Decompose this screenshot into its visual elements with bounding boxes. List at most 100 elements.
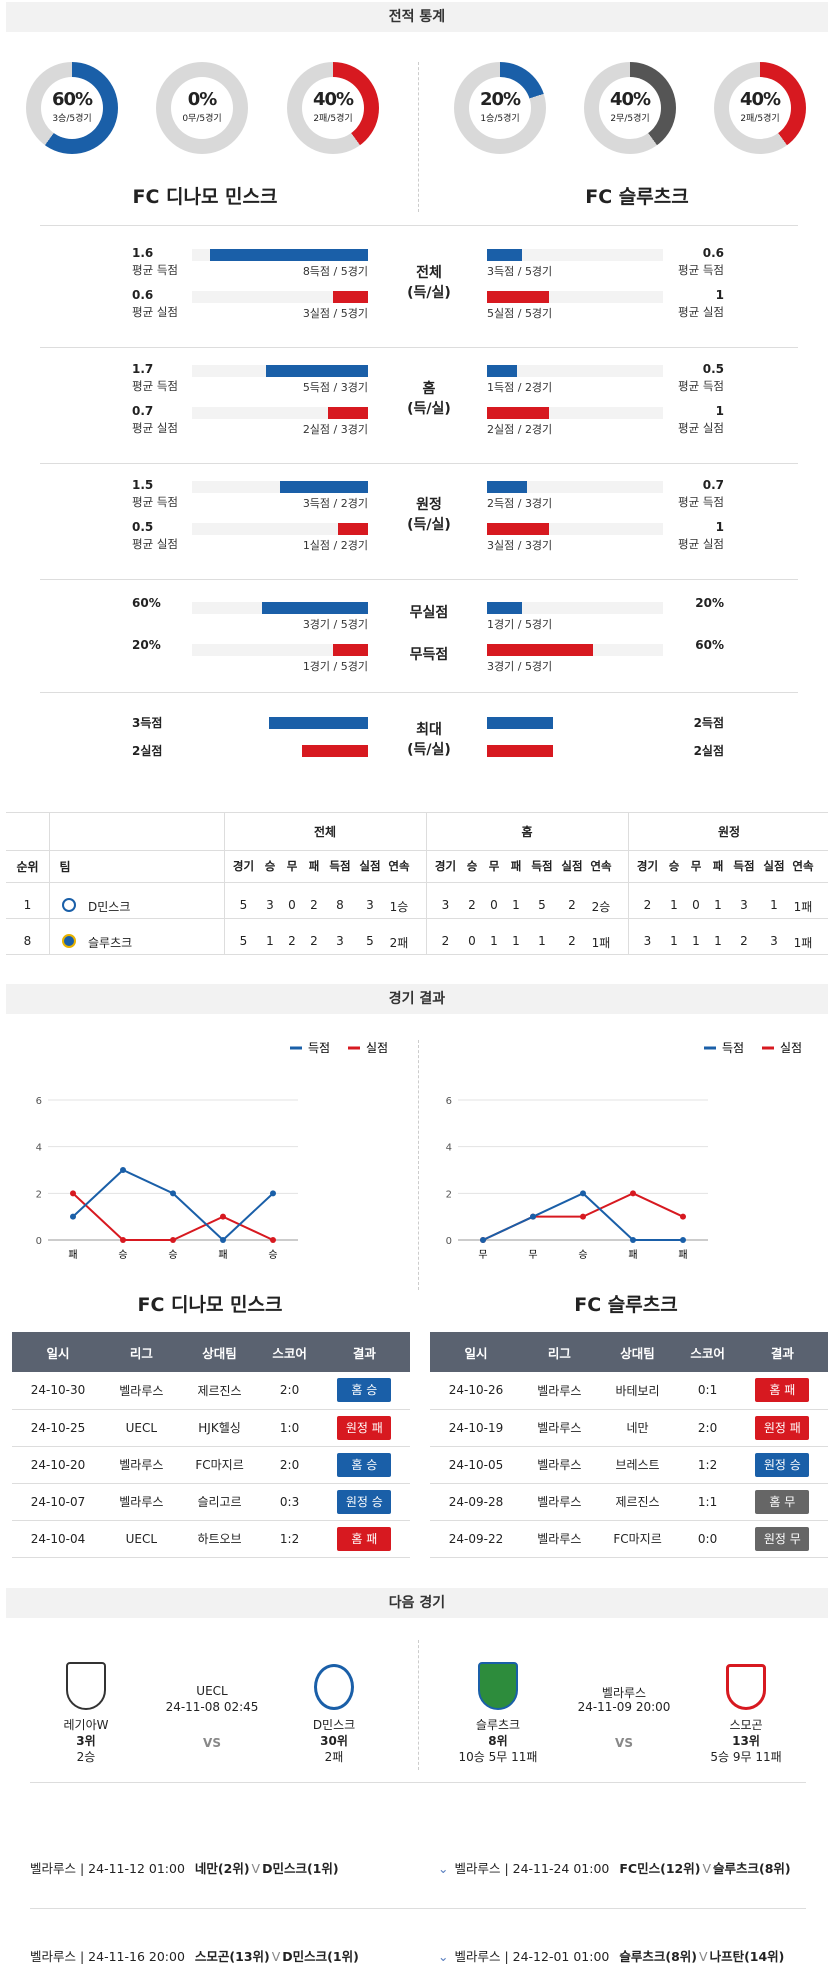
home-team-name[interactable]: 레기아W bbox=[63, 1718, 109, 1732]
away-team-name[interactable]: 스모곤 bbox=[729, 1718, 763, 1732]
table-header: 연속 bbox=[792, 859, 814, 873]
fixture-info: 벨라루스 | 24-12-01 01:00 bbox=[454, 1949, 610, 1964]
divider bbox=[224, 812, 225, 954]
donut-center: 40% 2패/5경기 bbox=[729, 77, 791, 139]
conc-point bbox=[270, 1237, 276, 1243]
fixture-away: 슬루츠크(8위) bbox=[713, 1861, 791, 1876]
stat-bar bbox=[487, 745, 553, 757]
fixture-info: 벨라루스 | 24-11-12 01:00 bbox=[30, 1861, 185, 1876]
group-label: 최대 (득/실) bbox=[407, 722, 451, 758]
bar-track bbox=[487, 481, 663, 493]
stat-value: 2실점 bbox=[693, 744, 724, 758]
table-header: 경기 bbox=[434, 859, 457, 873]
x-tick-label: 패 bbox=[678, 1249, 687, 1261]
home-team-name[interactable]: 슬루츠크 bbox=[475, 1718, 521, 1732]
bar-caption: 3경기 / 5경기 bbox=[487, 660, 553, 673]
table-team-name[interactable]: D민스크 bbox=[88, 900, 131, 914]
away-team-rank: 30위 bbox=[320, 1734, 348, 1748]
table-row: 24-10-04 UECL 하트오브 1:2 홈 패 bbox=[12, 1520, 410, 1558]
table-cell: 1 bbox=[714, 934, 722, 948]
away-team-logo-icon bbox=[314, 1664, 354, 1710]
table-team-name[interactable]: 슬루츠크 bbox=[88, 936, 133, 950]
fixture-row[interactable]: 벨라루스 | 24-11-16 20:00 스모곤(13위) V D민스크(1위) bbox=[30, 1946, 359, 1965]
vs-label: VS bbox=[615, 1736, 633, 1750]
stat-value: 1.6 bbox=[132, 246, 154, 260]
table-cell: 2 bbox=[288, 934, 296, 948]
stat-value: 1 bbox=[715, 404, 724, 418]
table-cell: 5 bbox=[239, 934, 248, 948]
results-cell: 홈 패 bbox=[318, 1520, 410, 1558]
stat-bar bbox=[302, 745, 368, 757]
fixture-row[interactable]: ⌄ 벨라루스 | 24-11-24 01:00 FC민스(12위) V 슬루츠크(8위) bbox=[438, 1858, 791, 1877]
goal-point bbox=[530, 1213, 536, 1220]
results-cell: FC마지르 bbox=[596, 1520, 679, 1558]
results-cell: 벨라루스 bbox=[522, 1483, 597, 1521]
conc-point bbox=[70, 1190, 76, 1197]
divider bbox=[6, 918, 828, 919]
donut-chart: 40% 2패/5경기 bbox=[287, 62, 379, 154]
donut-center: 40% 2무/5경기 bbox=[599, 77, 661, 139]
table-header: 실점 bbox=[763, 859, 785, 873]
results-cell: 바테보리 bbox=[596, 1372, 679, 1410]
fixture-row[interactable]: 벨라루스 | 24-11-12 01:00 네만(2위) V D민스크(1위) bbox=[30, 1858, 339, 1877]
x-tick-label: 무 bbox=[528, 1250, 537, 1261]
stat-bar bbox=[487, 717, 553, 729]
stat-bar bbox=[487, 644, 593, 656]
results-cell: 24-09-22 bbox=[430, 1520, 523, 1558]
results-header: 리그 bbox=[104, 1332, 179, 1372]
divider bbox=[40, 225, 798, 226]
x-tick-label: 무 bbox=[478, 1250, 487, 1261]
result-badge: 원정 패 bbox=[337, 1415, 392, 1440]
vs-label: VS bbox=[203, 1736, 221, 1750]
results-cell: 벨라루스 bbox=[104, 1483, 179, 1521]
divider bbox=[6, 882, 828, 883]
results-cell: 벨라루스 bbox=[522, 1520, 597, 1558]
table-row: 24-10-19 벨라루스 네만 2:0 원정 패 bbox=[430, 1409, 828, 1447]
results-cell: 원정 승 bbox=[318, 1483, 410, 1521]
y-tick-label: 2 bbox=[446, 1189, 452, 1200]
stat-bar bbox=[487, 249, 522, 261]
table-cell: 3 bbox=[740, 898, 748, 912]
table-cell: 3 bbox=[266, 898, 274, 912]
table-group-header: 전체 bbox=[313, 825, 337, 839]
fixture-away: D민스크(1위) bbox=[282, 1949, 359, 1964]
bar-track bbox=[487, 249, 663, 261]
match-league: UECL bbox=[196, 1684, 228, 1698]
away-team-record: 2패 bbox=[324, 1750, 344, 1764]
table-row: 24-10-07 벨라루스 슬리고르 0:3 원정 승 bbox=[12, 1483, 410, 1521]
donut-percent: 60% bbox=[51, 89, 93, 110]
results-cell: 24-10-25 bbox=[12, 1409, 105, 1447]
goal-point bbox=[220, 1237, 226, 1243]
results-line-charts: 득점 실점 득점 실점 0 2 4 6 패 승 승 패 승 0 2 4 6 무 무 승 패 패 bbox=[36, 1041, 802, 1261]
goal-point bbox=[270, 1190, 276, 1197]
y-tick-label: 4 bbox=[36, 1143, 42, 1154]
table-row: 24-10-20 벨라루스 FC마지르 2:0 홈 승 bbox=[12, 1446, 410, 1484]
goal-point bbox=[70, 1213, 76, 1220]
bar-caption: 2득점 / 3경기 bbox=[487, 497, 553, 510]
results-header: 리그 bbox=[522, 1332, 597, 1372]
home-team-logo-icon bbox=[66, 1662, 106, 1710]
stat-value: 20% bbox=[695, 596, 724, 610]
results-cell: 2:0 bbox=[260, 1446, 319, 1484]
bar-track bbox=[192, 523, 368, 535]
bar-caption: 1경기 / 5경기 bbox=[302, 660, 368, 673]
match-time: 24-11-08 02:45 bbox=[165, 1700, 259, 1714]
results-cell: 벨라루스 bbox=[522, 1372, 597, 1410]
fixture-row[interactable]: ⌄ 벨라루스 | 24-12-01 01:00 슬루츠크(8위) V 나프탄(14위) bbox=[438, 1946, 784, 1965]
stat-label: 평균 실점 bbox=[132, 305, 178, 319]
donut-caption: 2무/5경기 bbox=[610, 114, 650, 124]
away-team-name[interactable]: D민스크 bbox=[312, 1718, 356, 1732]
table-cell: 1 bbox=[266, 934, 274, 948]
table-header: 무 bbox=[286, 859, 298, 873]
table-cell: 2 bbox=[310, 934, 318, 948]
conc-point bbox=[170, 1237, 176, 1243]
y-tick-label: 6 bbox=[36, 1096, 42, 1107]
table-header: 승 bbox=[668, 859, 680, 873]
fixture-vs: V bbox=[699, 1949, 708, 1964]
stat-value: 1 bbox=[715, 520, 724, 534]
results-cell: 슬리고르 bbox=[178, 1483, 261, 1521]
bar-caption: 3득점 / 5경기 bbox=[487, 265, 553, 278]
results-cell: 벨라루스 bbox=[104, 1446, 179, 1484]
conc-point bbox=[580, 1213, 586, 1220]
legend-conc-label: 실점 bbox=[366, 1041, 388, 1055]
